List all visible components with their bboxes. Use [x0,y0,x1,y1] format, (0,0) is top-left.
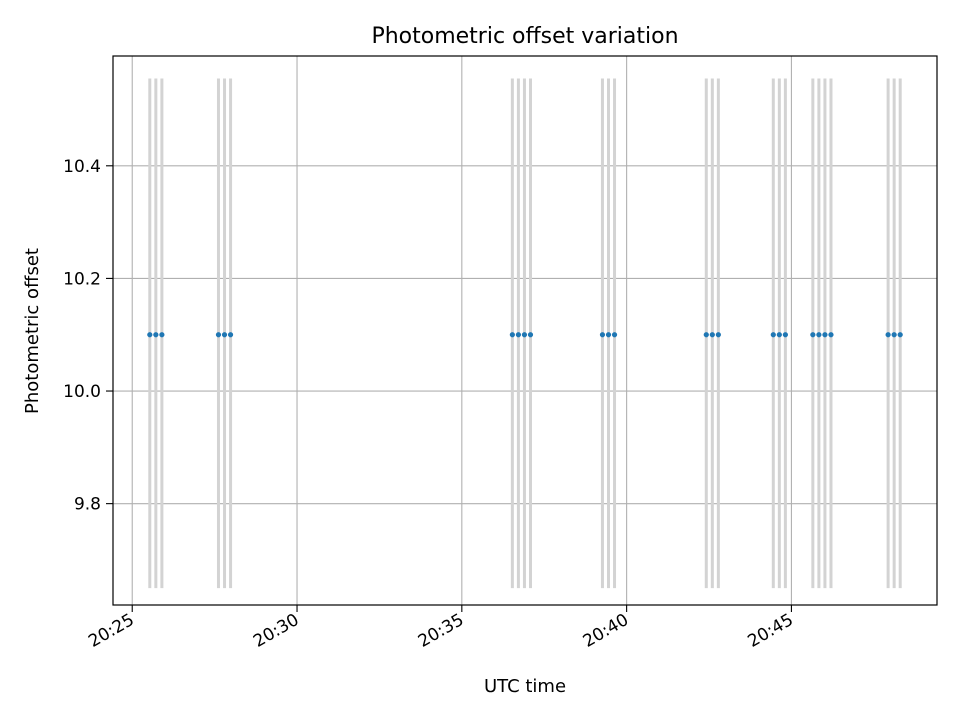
data-point [822,332,828,338]
data-point [776,332,782,338]
data-point [221,332,228,338]
x-axis-label: UTC time [484,676,566,697]
data-point [810,332,816,338]
data-point [709,332,715,338]
data-point [770,332,776,338]
data-point [703,332,709,338]
data-point [227,332,234,338]
data-point [897,332,903,338]
y-axis-ticks: 9.8 10.0 10.2 10.4 [63,157,113,515]
data-point [885,332,891,338]
data-point [891,332,897,338]
data-point [611,332,618,338]
data-point [599,332,606,338]
data-point [816,332,822,338]
y-tick-label: 10.0 [63,382,101,402]
data-point [159,332,165,338]
data-point [782,332,788,338]
data-point [715,332,721,338]
data-point [515,332,522,338]
data-point [605,332,612,338]
plot-frame [112,55,938,606]
y-tick-label: 10.4 [63,157,101,177]
data-point [521,332,528,338]
data-points [147,332,903,338]
chart-title: Photometric offset variation [371,24,678,49]
data-point [527,332,534,338]
data-point [147,332,153,338]
y-tick-label: 9.8 [74,495,101,515]
data-point [509,332,515,338]
data-point [153,332,159,338]
data-point [215,332,222,338]
y-tick-label: 10.2 [63,269,101,289]
data-point [828,332,834,338]
y-axis-label: Photometric offset [22,248,43,414]
